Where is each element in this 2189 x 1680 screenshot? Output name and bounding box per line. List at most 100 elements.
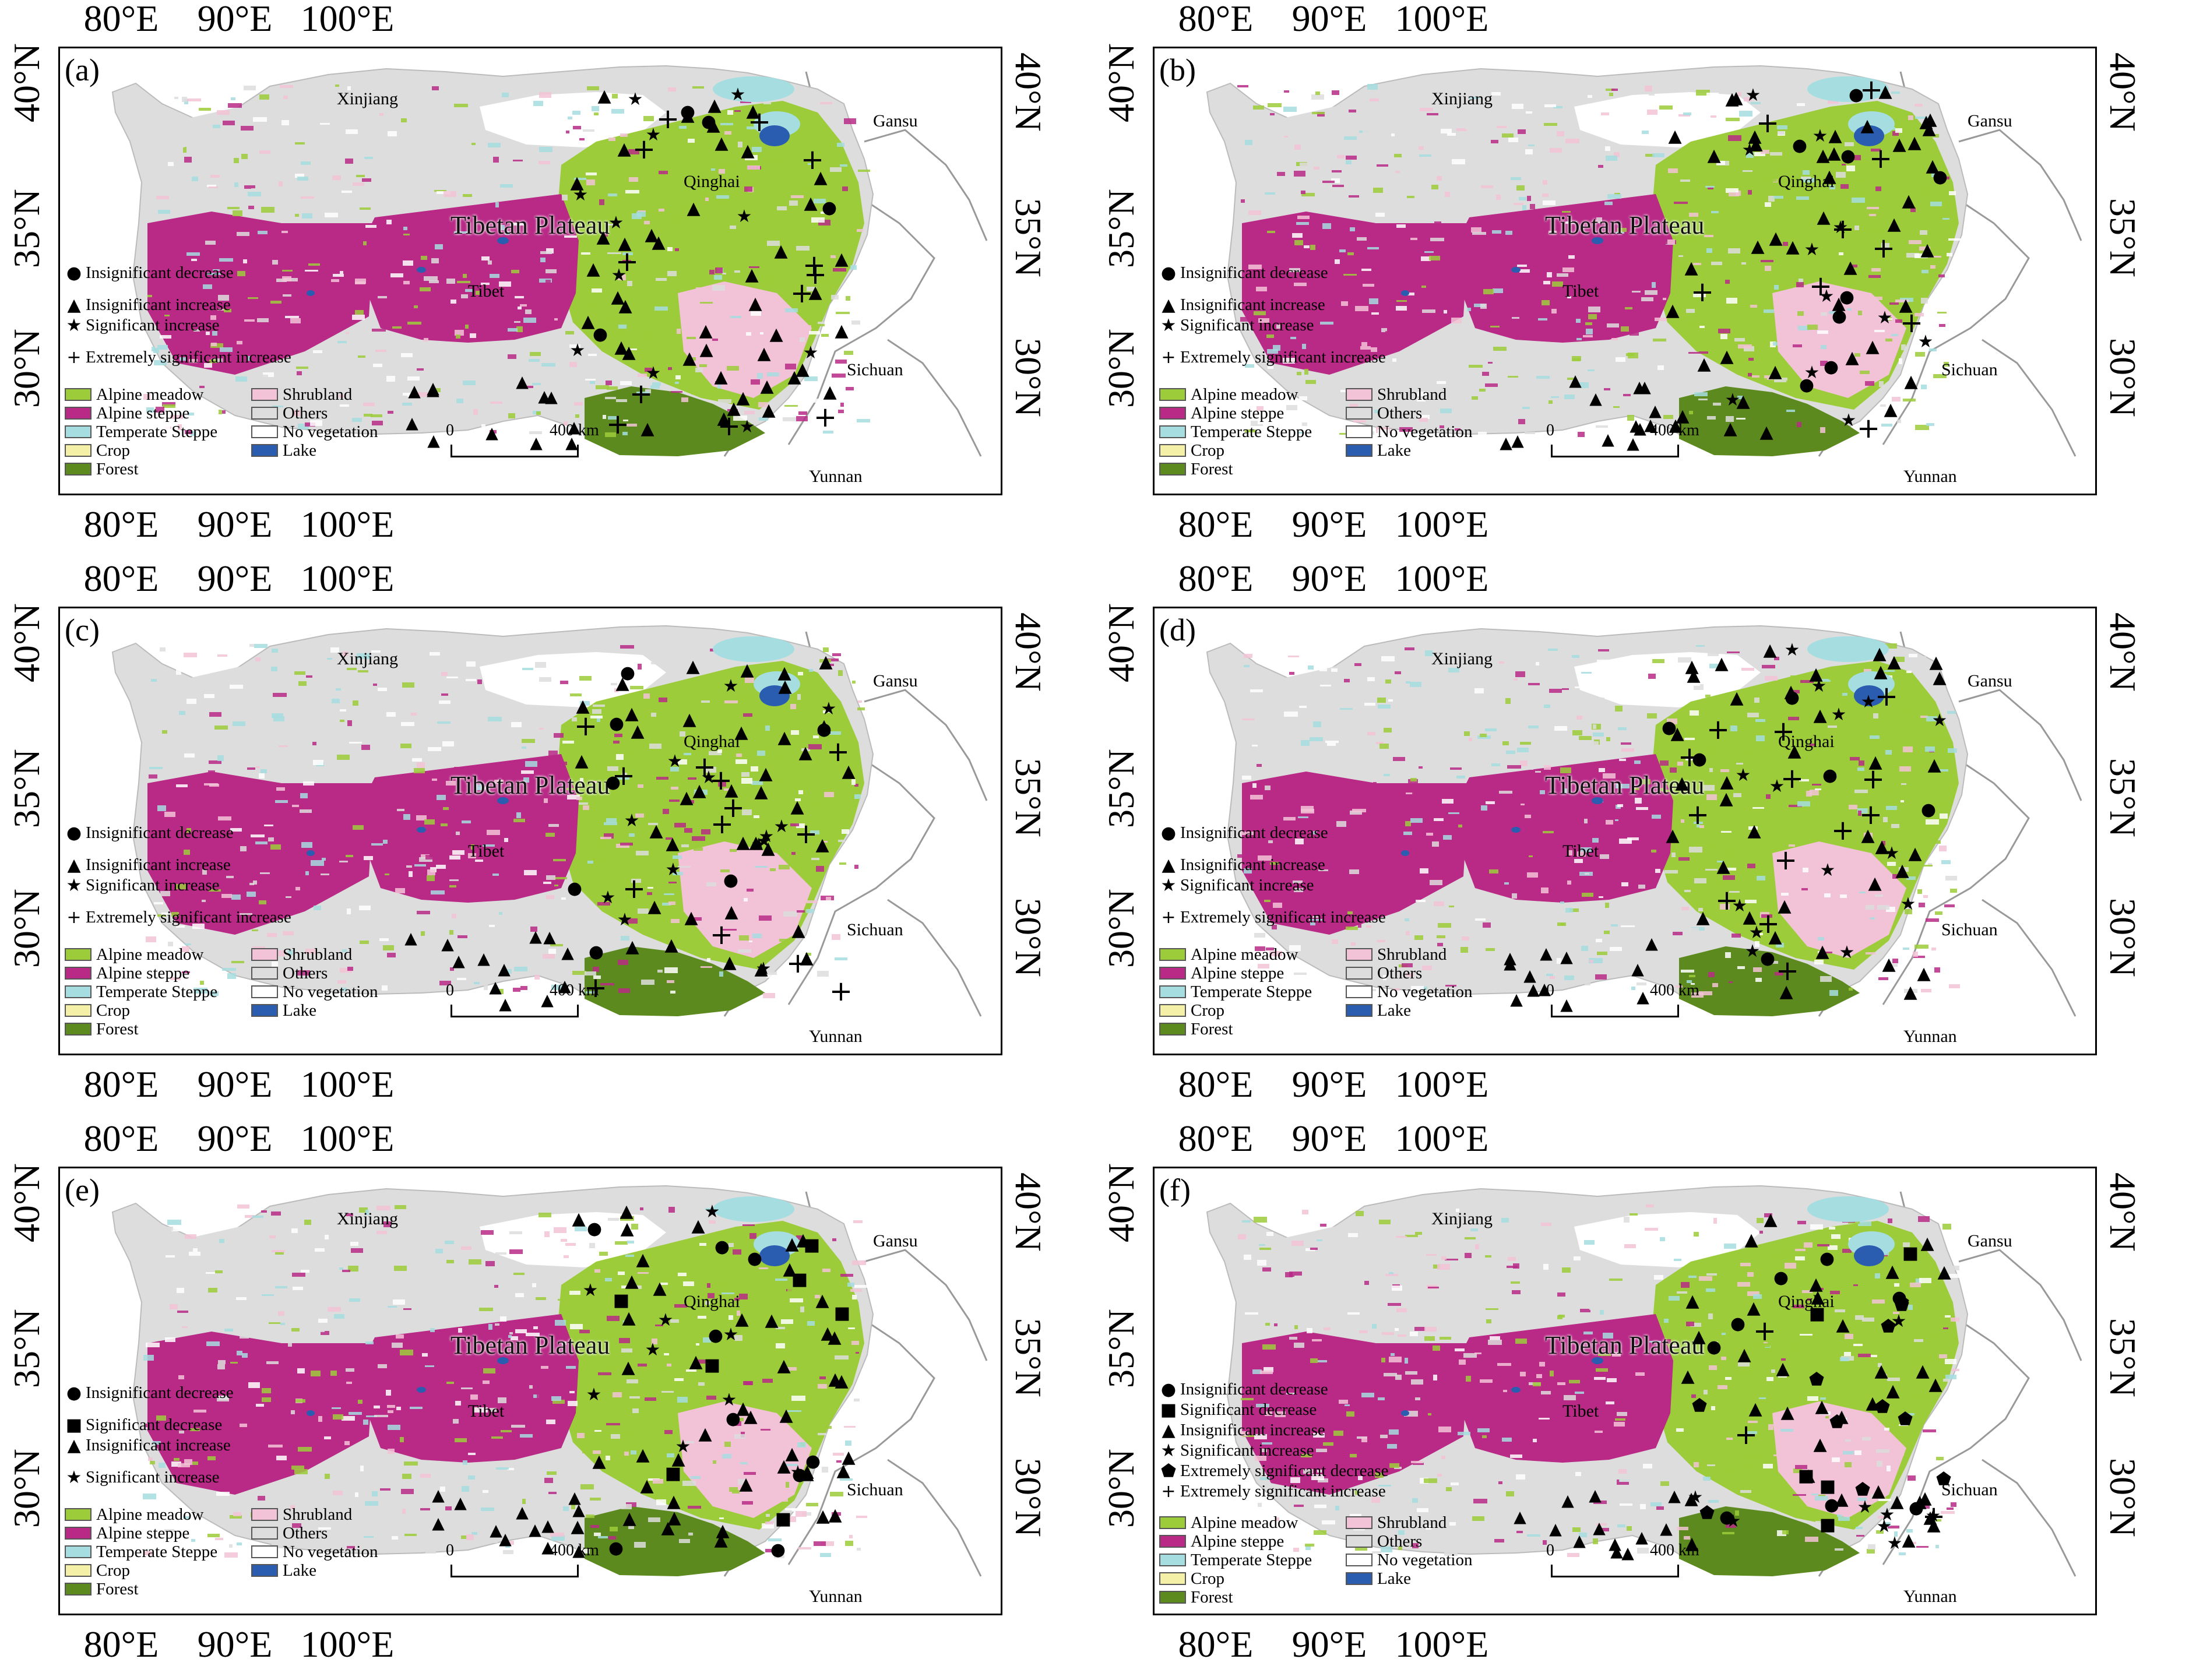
- land-cover-item: No vegetation: [1346, 1551, 1509, 1569]
- station-star-icon: ★: [1877, 308, 1893, 328]
- scale-end: 400 km: [550, 1541, 599, 1559]
- station-triangle-icon: ▲: [427, 380, 439, 399]
- station-plus-icon: +: [606, 408, 630, 441]
- station-triangle-icon: ▲: [1685, 1291, 1699, 1311]
- land-cover-label: Lake: [1377, 1001, 1411, 1020]
- station-circle-icon: ●: [1799, 375, 1815, 395]
- station-triangle-icon: ▲: [647, 896, 661, 917]
- scale-end: 400 km: [1650, 1541, 1699, 1559]
- station-plus-icon: +: [794, 818, 818, 850]
- station-triangle-icon: ▲: [649, 820, 663, 841]
- station-triangle-icon: ▲: [1764, 1209, 1778, 1230]
- station-plus-icon: +: [632, 133, 656, 165]
- lon-tick-top: 90°E: [1291, 1118, 1367, 1159]
- station-triangle-icon: ▲: [1918, 1488, 1932, 1508]
- station-triangle-icon: ▲: [1743, 907, 1757, 927]
- legend-row: ● Insignificant decrease: [65, 1383, 234, 1403]
- station-triangle-icon: ▲: [760, 376, 774, 396]
- station-triangle-icon: ▲: [1904, 371, 1918, 392]
- map-panel: 80°E 80°E 90°E 90°E 100°E 100°E 40°N 40°N 35°N 35…: [1094, 1120, 2189, 1680]
- station-triangle-icon: ▲: [682, 348, 696, 368]
- station-triangle-icon: ▲: [427, 431, 440, 450]
- swatch: [65, 1004, 91, 1017]
- map-frame: (c) Xinjiang Gansu Qinghai Tibetan Plateau Ti…: [58, 607, 1002, 1055]
- station-star-icon: ★: [1784, 640, 1800, 660]
- station-triangle-icon: ▲: [684, 907, 698, 928]
- station-triangle-icon: ▲: [686, 656, 700, 677]
- station-plus-icon: +: [1690, 276, 1715, 308]
- legend-row: ● Insignificant decrease: [65, 263, 291, 283]
- station-triangle-icon: ▲: [1866, 1393, 1880, 1413]
- land-cover-label: No vegetation: [283, 1542, 378, 1561]
- station-circle-icon: ●: [816, 719, 832, 739]
- land-cover-item: Forest: [1159, 1588, 1346, 1607]
- swatch: [251, 948, 278, 961]
- station-triangle-icon: ▲: [1927, 755, 1941, 775]
- swatch: [1346, 1516, 1372, 1529]
- legend-row: ● Insignificant decrease: [65, 823, 291, 843]
- land-cover-item: Lake: [1346, 1001, 1509, 1020]
- swatch: [65, 444, 91, 457]
- station-star-icon: ★: [1931, 710, 1948, 731]
- station-circle-icon: ●: [620, 663, 636, 683]
- legend-label: Extremely significant increase: [1180, 348, 1386, 367]
- swatch: [251, 388, 278, 401]
- region-label-yunnan: Yunnan: [809, 1027, 863, 1046]
- station-triangle-icon: ▲: [1873, 643, 1887, 664]
- panel-label: (e): [65, 1172, 100, 1207]
- region-label-qinghai: Qinghai: [684, 732, 740, 751]
- land-cover-label: Crop: [1191, 441, 1224, 460]
- swatch: [1159, 463, 1186, 476]
- station-triangle-icon: ▲: [759, 763, 773, 784]
- land-cover-item: Temperate Steppe: [1159, 1551, 1346, 1569]
- station-triangle-icon: ▲: [541, 990, 554, 1009]
- legend-row: ■ Significant decrease: [1159, 1400, 1389, 1420]
- lat-tick-left: 30°N: [6, 1449, 47, 1528]
- station-triangle-icon: ▲: [1685, 656, 1699, 677]
- station-triangle-icon: ▲: [568, 1488, 581, 1507]
- land-cover-item: No vegetation: [251, 982, 414, 1001]
- station-triangle-icon: ▲: [529, 927, 542, 946]
- station-plus-icon: +: [1780, 762, 1804, 795]
- swatch: [65, 967, 91, 980]
- station-triangle-icon: ▲: [1892, 134, 1906, 154]
- land-cover-item: Shrubland: [1346, 1513, 1509, 1532]
- station-triangle-icon: ▲: [1787, 741, 1801, 761]
- station-star-icon: ★: [1811, 676, 1827, 696]
- land-cover-item: Shrubland: [1346, 945, 1509, 964]
- station-triangle-icon: ▲: [1786, 237, 1800, 257]
- lon-tick-top: 100°E: [300, 558, 395, 599]
- station-triangle-icon: ▲: [1514, 1507, 1526, 1526]
- legend-plus-icon: +: [1161, 907, 1176, 928]
- legend-row: + Extremely significant increase: [65, 347, 291, 368]
- swatch: [65, 1545, 91, 1558]
- station-triangle-icon: ▲: [1633, 377, 1646, 396]
- station-triangle-icon: ▲: [842, 761, 856, 781]
- station-triangle-icon: ▲: [785, 1443, 799, 1464]
- legend-star-icon: ★: [1160, 315, 1177, 336]
- station-triangle-icon: ▲: [1560, 995, 1573, 1014]
- station-triangle-icon: ▲: [1715, 653, 1729, 674]
- region-label-sichuan: Sichuan: [847, 1480, 903, 1499]
- scale-bar: [451, 1565, 579, 1577]
- region-label-yunnan: Yunnan: [809, 467, 863, 486]
- station-triangle-icon: ▲: [714, 1530, 728, 1550]
- station-circle-icon: ●: [1706, 1337, 1722, 1357]
- swatch: [65, 948, 91, 961]
- station-triangle-icon: ▲: [1866, 336, 1880, 357]
- station-triangle-icon: ▲: [1816, 145, 1830, 165]
- station-triangle-icon: ▲: [708, 95, 722, 115]
- station-triangle-icon: ▲: [1768, 927, 1782, 947]
- legend-row: ★ Significant increase: [1159, 875, 1386, 896]
- station-triangle-icon: ▲: [723, 952, 737, 973]
- land-cover-label: Forest: [1191, 1019, 1233, 1038]
- station-triangle-icon: ▲: [1687, 665, 1701, 685]
- station-plus-icon: +: [829, 975, 853, 1008]
- station-triangle-icon: ▲: [489, 977, 502, 996]
- legend-label: Insignificant decrease: [1180, 823, 1328, 843]
- station-triangle-icon: ▲: [1776, 1358, 1790, 1379]
- station-triangle-icon: ▲: [1779, 981, 1793, 1002]
- station-triangle-icon: ▲: [762, 400, 776, 420]
- lat-tick-right: 30°N: [1008, 1458, 1049, 1537]
- land-cover-item: No vegetation: [251, 1542, 414, 1561]
